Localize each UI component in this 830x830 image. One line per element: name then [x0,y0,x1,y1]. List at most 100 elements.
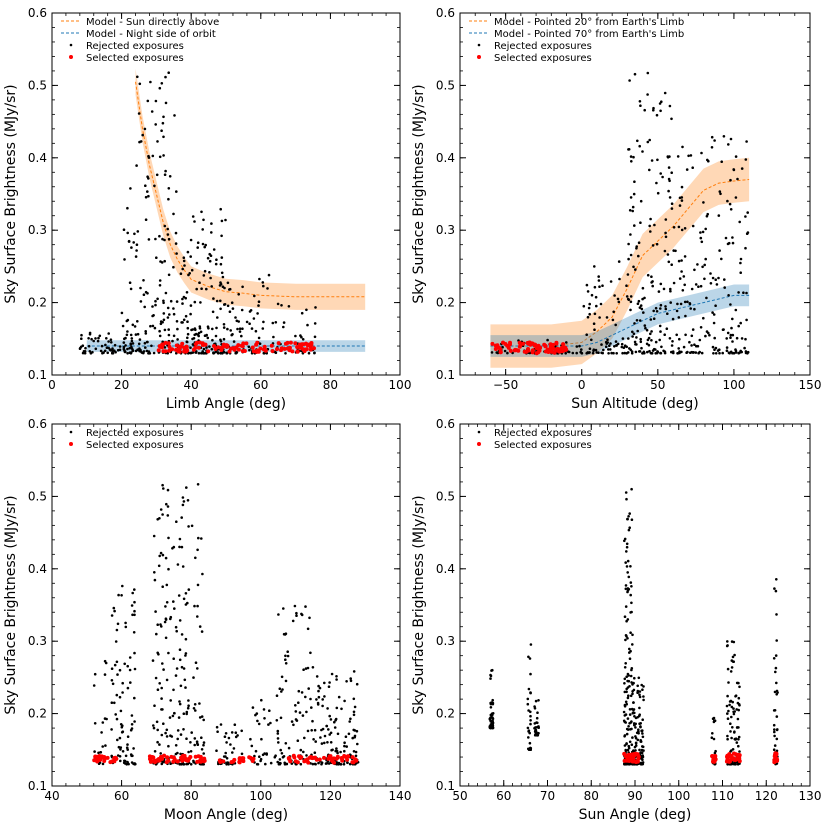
rejected-point [348,720,352,723]
rejected-point [302,668,305,671]
rejected-point [94,347,98,351]
rejected-point [156,623,159,626]
rejected-point [669,287,672,291]
rejected-point [280,304,283,307]
rejected-point [167,744,170,748]
rejected-point [621,351,624,355]
rejected-point [670,263,673,267]
rejected-point [262,284,265,288]
selected-point [560,349,565,354]
rejected-point [627,242,630,246]
rejected-point [221,275,225,279]
rejected-point [180,762,183,766]
rejected-point [650,281,653,284]
rejected-point [320,742,324,745]
rejected-point [737,726,740,729]
rejected-point [190,731,193,734]
rejected-point [197,536,200,540]
rejected-point [93,722,97,725]
rejected-point [659,330,662,333]
rejected-point [631,330,634,334]
rejected-point [615,352,618,355]
rejected-point [634,726,637,729]
rejected-point [236,327,239,331]
rejected-point [641,735,645,739]
rejected-point [700,151,703,155]
rejected-point [658,338,661,342]
rejected-point [772,748,776,751]
rejected-point [639,340,643,344]
rejected-point [315,698,318,701]
rejected-point [632,688,636,692]
rejected-point [311,719,314,723]
rejected-point [672,351,675,355]
rejected-point [226,761,230,764]
rejected-point [139,286,142,290]
rejected-point [178,658,182,662]
selected-point [276,341,281,346]
selected-point [149,759,153,764]
rejected-point [121,750,125,753]
rejected-point [546,338,549,342]
rejected-point [297,701,300,704]
selected-point [167,348,172,353]
rejected-point [649,217,652,221]
rejected-point [641,758,644,761]
rejected-point [181,297,184,301]
rejected-point [355,729,359,733]
rejected-point [630,667,634,670]
rejected-point [258,755,261,758]
rejected-point [197,351,201,355]
rejected-point [294,710,298,713]
rejected-point [734,308,738,312]
rejected-point [163,238,166,242]
rejected-point [143,341,147,345]
rejected-point [646,71,650,75]
rejected-point [103,717,107,720]
selected-point [291,753,296,758]
rejected-point [775,613,778,616]
rejected-point [726,667,730,671]
rejected-point [585,283,589,287]
rejected-point [716,349,720,352]
rejected-point [526,702,530,706]
rejected-point [115,628,119,632]
rejected-point [146,99,150,103]
rejected-point [636,329,639,333]
rejected-point [664,231,667,235]
rejected-point [129,333,133,337]
rejected-point [739,321,742,325]
selected-point [258,346,263,351]
rejected-point [219,352,222,355]
rejected-point [628,209,632,212]
rejected-point [184,603,188,606]
rejected-point [139,300,143,303]
selected-point [295,349,300,354]
y-tick-label: 0.2 [436,296,455,310]
rejected-point [625,727,629,731]
selected-point [339,756,344,761]
rejected-point [274,754,277,757]
rejected-point [152,351,156,355]
rejected-point [128,656,132,659]
rejected-point [119,748,122,751]
rejected-point [180,665,184,669]
rejected-point [81,351,85,355]
rejected-point [729,350,733,354]
rejected-point [159,322,163,326]
rejected-point [249,737,252,741]
rejected-point [730,715,733,719]
selected-point [293,341,298,346]
rejected-point [158,554,161,558]
rejected-point [90,337,93,341]
x-tick-label: 60 [114,789,129,803]
rejected-point [84,346,87,350]
rejected-point [620,342,624,346]
selected-point [197,340,202,345]
rejected-point [157,653,160,656]
rejected-point [773,709,777,712]
rejected-point [738,685,741,689]
rejected-point [97,751,100,755]
rejected-point [205,346,208,349]
rejected-point [529,714,532,718]
